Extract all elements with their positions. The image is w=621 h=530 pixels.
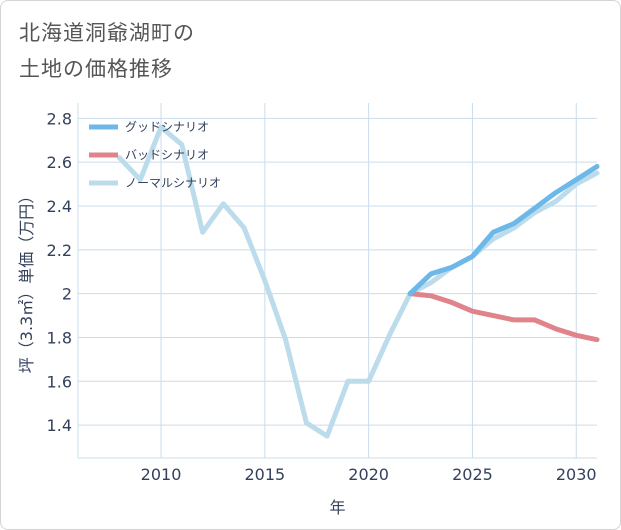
y-tick-label: 1.4 [47,416,72,435]
legend-label: グッドシナリオ [125,120,209,134]
y-tick-label: 2 [62,285,72,304]
x-tick-label: 2030 [556,465,597,484]
chart-title: 北海道洞爺湖町の 土地の価格推移 [19,15,195,87]
y-tick-label: 1.8 [47,328,72,347]
series-line-1 [407,291,600,343]
y-tick-label: 2.2 [47,241,72,260]
title-line-1: 北海道洞爺湖町の [19,21,195,45]
x-tick-label: 2015 [244,465,285,484]
axes: 2010 2015 2020 2025 2030 1.4 1.6 1.8 2 2.2 2.4 2.6 2… [47,103,597,484]
y-tick-label: 2.4 [47,197,72,216]
legend-label: ノーマルシナリオ [125,176,221,190]
x-tick-label: 2025 [452,465,493,484]
y-tick-label: 2.8 [47,109,72,128]
y-tick-label: 1.6 [47,372,72,391]
y-tick-label: 2.6 [47,153,72,172]
x-tick-label: 2010 [141,465,182,484]
title-line-2: 土地の価格推移 [19,57,173,81]
y-axis-title: 坪（3.3㎡）単価（万円） [17,188,36,373]
legend-label: バッドシナリオ [125,148,209,162]
x-axis-title: 年 [329,498,345,517]
series-line-0 [407,164,600,297]
series-line-2 [117,124,600,439]
x-tick-label: 2020 [348,465,389,484]
series-lines [117,124,600,439]
grid-lines [78,103,597,458]
axis-labels: 年 坪（3.3㎡）単価（万円） [17,188,346,517]
